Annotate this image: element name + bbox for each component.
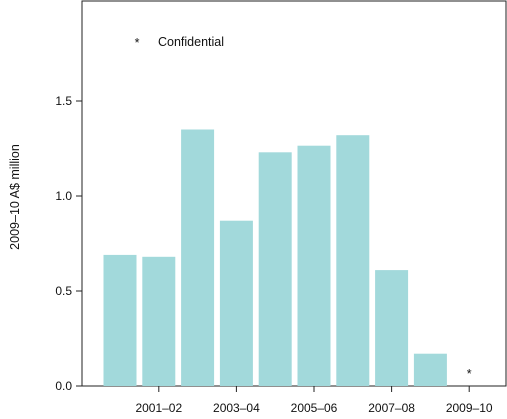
x-tick-label-3: 2007–08 bbox=[368, 401, 415, 415]
bar-0 bbox=[103, 254, 137, 386]
y-axis: 0.0 0.5 1.0 1.5 bbox=[55, 94, 82, 393]
bar-7 bbox=[375, 270, 409, 386]
legend-annotation: * Confidential bbox=[135, 35, 224, 50]
bar-2 bbox=[181, 129, 215, 386]
x-tick-label-4: 2009–10 bbox=[446, 401, 493, 415]
y-axis-title: 2009–10 A$ million bbox=[8, 144, 22, 250]
annotation-text: Confidential bbox=[158, 35, 224, 49]
bar-6 bbox=[336, 135, 370, 386]
y-tick-label-0: 0.0 bbox=[55, 379, 72, 393]
y-tick-label-3: 1.5 bbox=[55, 94, 72, 108]
x-tick-label-0: 2001–02 bbox=[135, 401, 182, 415]
bar-8 bbox=[413, 353, 447, 386]
x-tick-label-2: 2005–06 bbox=[291, 401, 338, 415]
bars-group bbox=[103, 129, 447, 386]
bar-5 bbox=[297, 145, 331, 386]
bar-1 bbox=[142, 256, 176, 386]
x-axis: 2001–02 2003–04 2005–06 2007–08 2009–10 bbox=[135, 386, 493, 415]
value-markers-group: * bbox=[467, 367, 472, 381]
bar-3 bbox=[219, 220, 253, 386]
y-tick-label-1: 0.5 bbox=[55, 284, 72, 298]
plot-frame bbox=[81, 0, 507, 387]
annotation-marker: * bbox=[135, 36, 140, 50]
bar-4 bbox=[258, 152, 292, 386]
y-tick-label-2: 1.0 bbox=[55, 189, 72, 203]
x-tick-label-1: 2003–04 bbox=[213, 401, 260, 415]
bar-marker-9: * bbox=[467, 367, 472, 381]
